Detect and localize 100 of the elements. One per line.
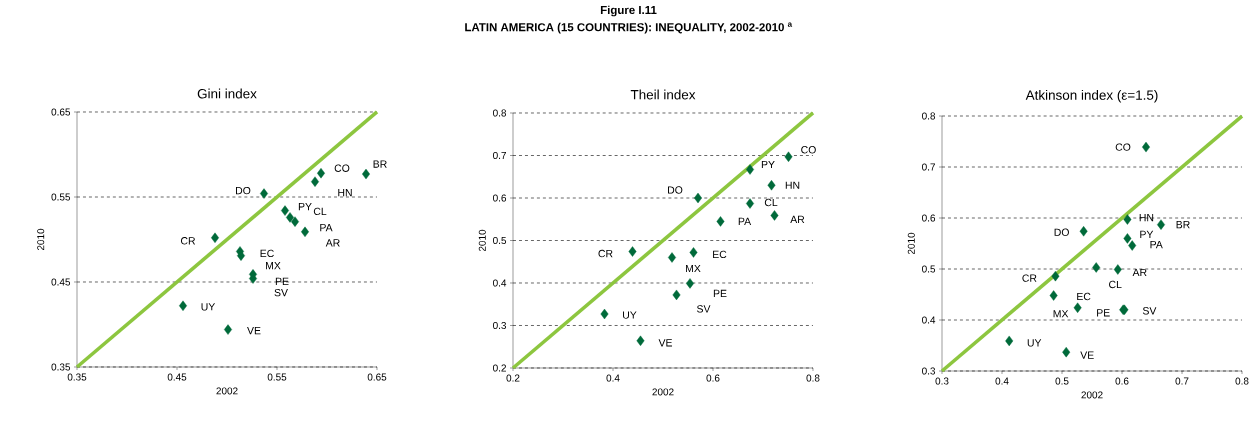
annotation: CR <box>180 237 196 245</box>
y-tick-label: 0.4 <box>493 279 507 287</box>
y-axis-title: 2010 <box>478 229 486 252</box>
point <box>1049 290 1058 301</box>
point <box>1073 302 1082 313</box>
annotation: EC <box>1077 292 1091 301</box>
point <box>636 335 645 346</box>
point <box>689 247 698 258</box>
annotation: EC <box>260 249 274 258</box>
annotation: AR <box>325 239 340 247</box>
x-tick-label: 0.2 <box>506 374 520 382</box>
annotation: EC <box>713 250 727 259</box>
annotation: PA <box>1150 240 1163 249</box>
annotation: MX <box>266 262 281 270</box>
x-tick-label: 0.6 <box>1115 377 1129 385</box>
x-tick-label: 0.6 <box>706 374 720 382</box>
y-tick-label: 0.6 <box>493 194 507 202</box>
point <box>179 300 187 311</box>
point <box>672 289 681 301</box>
annotation: CL <box>764 198 778 207</box>
annotation: PY <box>761 160 775 169</box>
annotation: SV <box>1142 307 1157 315</box>
y-tick-label: 0.2 <box>493 364 506 372</box>
point <box>1123 233 1132 244</box>
annotation: BR <box>1176 221 1190 229</box>
point <box>1128 240 1137 251</box>
chart-title: Gini index <box>197 88 257 99</box>
point <box>767 180 776 191</box>
annotation: VE <box>1080 351 1094 359</box>
annotation: CR <box>598 249 613 258</box>
point <box>600 308 609 320</box>
annotation: CL <box>313 207 327 216</box>
y-tick-label: 0.65 <box>51 108 71 116</box>
annotation: AR <box>790 215 805 224</box>
x-tick-label: 0.4 <box>606 374 620 382</box>
point <box>668 252 676 263</box>
annotation: PA <box>738 217 752 225</box>
x-tick-label: 0.8 <box>1235 377 1249 385</box>
x-tick-label: 0.65 <box>367 373 387 381</box>
y-tick-label: 0.35 <box>51 363 71 371</box>
y-tick-label: 0.5 <box>493 236 507 245</box>
annotation: PE <box>1097 309 1110 317</box>
x-tick-label: 0.55 <box>267 373 287 381</box>
y-tick-label: 0.3 <box>922 367 936 375</box>
y-tick-label: 0.8 <box>922 112 936 120</box>
point <box>1079 226 1088 237</box>
annotation: HN <box>785 181 800 189</box>
point <box>1123 214 1132 225</box>
annotation: UY <box>201 303 216 311</box>
x-axis-title: 2002 <box>1081 391 1103 399</box>
y-tick-label: 0.45 <box>51 278 71 286</box>
annotation: DO <box>236 186 251 195</box>
y-tick-label: 0.3 <box>493 321 507 330</box>
point <box>686 278 694 289</box>
x-tick-label: 0.8 <box>806 374 820 382</box>
annotation: HN <box>1139 213 1154 222</box>
annotation: DO <box>1054 228 1069 236</box>
point <box>317 168 325 179</box>
point <box>1092 262 1101 273</box>
point <box>224 324 232 335</box>
annotation: CO <box>334 164 350 172</box>
x-tick-label: 0.5 <box>1055 377 1069 385</box>
annotation: DO <box>668 186 683 194</box>
point <box>784 151 793 162</box>
annotation: AR <box>1132 268 1147 277</box>
text: Figure I.11 <box>600 5 657 17</box>
annotation: CO <box>1115 143 1131 151</box>
y-tick-label: 0.55 <box>51 193 71 201</box>
x-tick-label: 0.7 <box>1175 377 1189 385</box>
point <box>286 212 294 223</box>
point <box>211 232 219 243</box>
annotation: UY <box>1027 339 1042 347</box>
text: LATIN AMERICA (15 COUNTRIES): INEQUALITY, 2002-2010 $^{a}$ <box>465 22 793 34</box>
annotation: SV <box>697 305 711 313</box>
annotation: UY <box>623 311 637 319</box>
y-tick-label: 0.4 <box>922 316 936 324</box>
annotation: MX <box>686 264 701 273</box>
annotation: MX <box>1053 310 1069 318</box>
y-tick-label: 0.7 <box>493 151 506 160</box>
x-tick-label: 0.3 <box>935 377 949 385</box>
annotation: VE <box>247 327 261 335</box>
point <box>1062 346 1071 358</box>
annotation: CL <box>1109 280 1122 289</box>
x-axis-title: 2002 <box>652 388 674 396</box>
point <box>1051 270 1060 282</box>
point <box>1005 335 1014 347</box>
y-tick-label: 0.8 <box>493 109 507 117</box>
y-tick-label: 0.7 <box>922 163 935 171</box>
chart-title: Theil index <box>630 89 696 100</box>
annotation: CO <box>801 146 816 154</box>
annotation: BR <box>373 160 387 168</box>
chart-title: Atkinson index (ε=1.5) <box>1025 89 1158 103</box>
y-axis-title: 2010 <box>907 232 915 255</box>
annotation: PY <box>298 203 312 211</box>
annotation: VE <box>658 339 673 347</box>
x-tick-label: 0.45 <box>167 373 187 381</box>
point <box>1157 219 1165 230</box>
x-axis-title: 2002 <box>216 387 238 395</box>
annotation: CR <box>1022 274 1037 282</box>
point <box>746 198 754 209</box>
